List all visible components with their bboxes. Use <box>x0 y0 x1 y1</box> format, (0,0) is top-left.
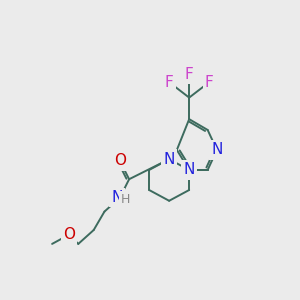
Text: O: O <box>63 227 75 242</box>
Text: F: F <box>165 75 173 90</box>
Text: F: F <box>185 67 194 82</box>
Text: N: N <box>184 163 195 178</box>
Text: N: N <box>164 152 175 167</box>
Text: F: F <box>205 75 214 90</box>
Text: O: O <box>114 153 126 168</box>
Text: N: N <box>184 163 195 178</box>
Text: H: H <box>121 193 130 206</box>
Text: N: N <box>111 190 122 205</box>
Text: N: N <box>211 142 223 158</box>
